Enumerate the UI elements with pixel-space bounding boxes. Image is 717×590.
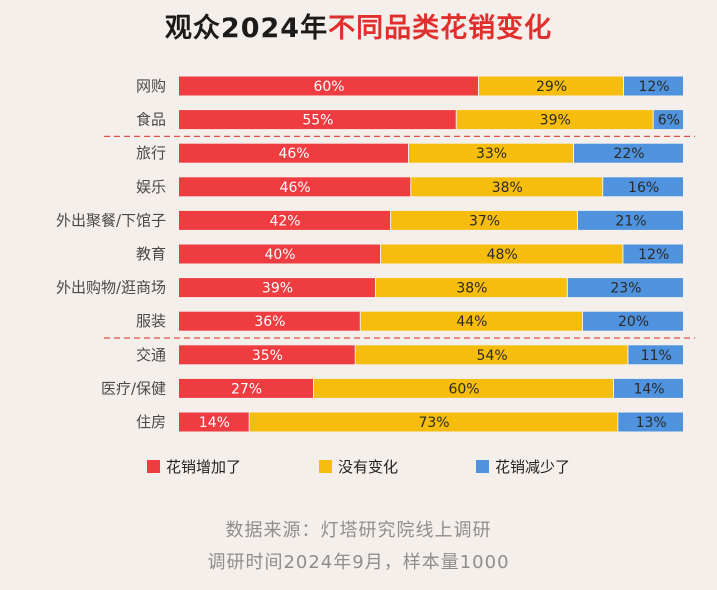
- value-label: 40%: [264, 247, 295, 263]
- bar-segment: [653, 110, 683, 130]
- chart-title-prefix: 观众2024年: [164, 13, 329, 44]
- value-label: 55%: [302, 113, 333, 129]
- category-label: 食品: [136, 111, 166, 129]
- bar-segment: [577, 210, 683, 230]
- legend-swatch-increase: [146, 460, 160, 473]
- value-label: 39%: [262, 281, 293, 297]
- value-label: 48%: [487, 247, 518, 263]
- bar-segment: [355, 345, 628, 365]
- category-label: 服装: [136, 312, 166, 330]
- category-label: 外出聚餐/下馆子: [56, 211, 166, 229]
- value-label: 6%: [658, 113, 680, 129]
- bar-segment: [603, 177, 683, 197]
- value-label: 14%: [633, 381, 664, 397]
- bar-segment: [179, 345, 355, 365]
- value-label: 42%: [269, 213, 300, 229]
- value-label: 11%: [641, 348, 672, 364]
- legend-item-increase: 花销增加了: [146, 456, 241, 477]
- bar-segment: [179, 210, 391, 230]
- source-line-1: 数据来源：灯塔研究院线上调研: [225, 520, 492, 541]
- value-label: 60%: [313, 79, 344, 95]
- legend: 花销增加了 没有变化 花销减少了: [0, 456, 717, 477]
- value-label: 29%: [536, 79, 567, 95]
- bar-segment: [381, 244, 623, 264]
- value-label: 37%: [469, 213, 500, 229]
- value-label: 60%: [448, 381, 479, 397]
- value-label: 35%: [252, 348, 283, 364]
- bar-segment: [314, 378, 613, 398]
- bar-segment: [624, 76, 683, 96]
- legend-label-increase: 花销增加了: [165, 458, 241, 476]
- value-label: 27%: [231, 381, 262, 397]
- bar-segment: [179, 311, 360, 331]
- category-label: 医疗/保健: [101, 379, 166, 397]
- bar-segment: [179, 278, 375, 298]
- value-label: 12%: [638, 247, 669, 263]
- legend-label-nochange: 没有变化: [337, 458, 398, 476]
- bar-segment: [179, 177, 411, 197]
- bar-segment: [249, 412, 618, 432]
- value-label: 20%: [618, 314, 649, 330]
- source-line-2: 调研时间2024年9月，样本量1000: [207, 552, 510, 573]
- bar-segment: [456, 110, 653, 130]
- bar-segment: [179, 244, 380, 264]
- bar-segment: [567, 278, 683, 298]
- category-label: 娱乐: [136, 178, 166, 196]
- value-label: 16%: [628, 180, 659, 196]
- chart-title-highlight: 不同品类花销变化: [328, 13, 553, 44]
- chart-title: 观众2024年不同品类花销变化: [0, 6, 717, 45]
- value-label: 73%: [418, 415, 449, 431]
- bar-segment: [411, 177, 603, 197]
- legend-swatch-decrease: [476, 460, 489, 473]
- value-label: 13%: [636, 415, 667, 431]
- value-label: 46%: [280, 180, 311, 196]
- value-label: 38%: [456, 281, 487, 297]
- bar-segment: [179, 110, 456, 130]
- category-label: 网购: [136, 77, 166, 95]
- bar-segment: [375, 278, 567, 298]
- bar-segment: [479, 76, 623, 96]
- bar-segment: [179, 378, 313, 398]
- value-label: 38%: [492, 180, 523, 196]
- value-label: 46%: [278, 146, 309, 162]
- value-label: 21%: [615, 213, 646, 229]
- bar-segment: [360, 311, 582, 331]
- legend-item-decrease: 花销减少了: [476, 456, 570, 477]
- stacked-bar-chart: 网购 60% 29% 12% 食品 55% 39% 6% 旅行 46% 33% 22% 娱乐 46% 38%…: [56, 76, 695, 432]
- legend-swatch-nochange: [318, 460, 332, 473]
- value-label: 39%: [540, 113, 571, 129]
- category-label: 交通: [136, 346, 166, 364]
- bar-segment: [391, 210, 577, 230]
- category-label: 教育: [136, 245, 166, 263]
- value-label: 44%: [456, 314, 487, 330]
- bar-segment: [179, 76, 478, 96]
- value-label: 12%: [638, 79, 669, 95]
- bar-segment: [574, 143, 683, 163]
- category-label: 旅行: [136, 144, 166, 162]
- legend-item-nochange: 没有变化: [318, 456, 398, 477]
- bar-segment: [409, 143, 573, 163]
- bar-segment: [179, 412, 249, 432]
- value-label: 36%: [254, 314, 285, 330]
- bar-segment: [583, 311, 683, 331]
- category-label: 外出购物/逛商场: [56, 279, 166, 297]
- bar-segment: [628, 345, 683, 365]
- legend-label-decrease: 花销减少了: [495, 458, 571, 476]
- value-label: 54%: [477, 348, 508, 364]
- bar-segment: [179, 143, 408, 163]
- category-label: 住房: [136, 413, 166, 431]
- bar-segment: [618, 412, 683, 432]
- bar-segment: [614, 378, 683, 398]
- bar-segment: [623, 244, 683, 264]
- value-label: 14%: [199, 415, 230, 431]
- value-label: 23%: [610, 281, 641, 297]
- value-label: 22%: [613, 146, 644, 162]
- value-label: 33%: [476, 146, 507, 162]
